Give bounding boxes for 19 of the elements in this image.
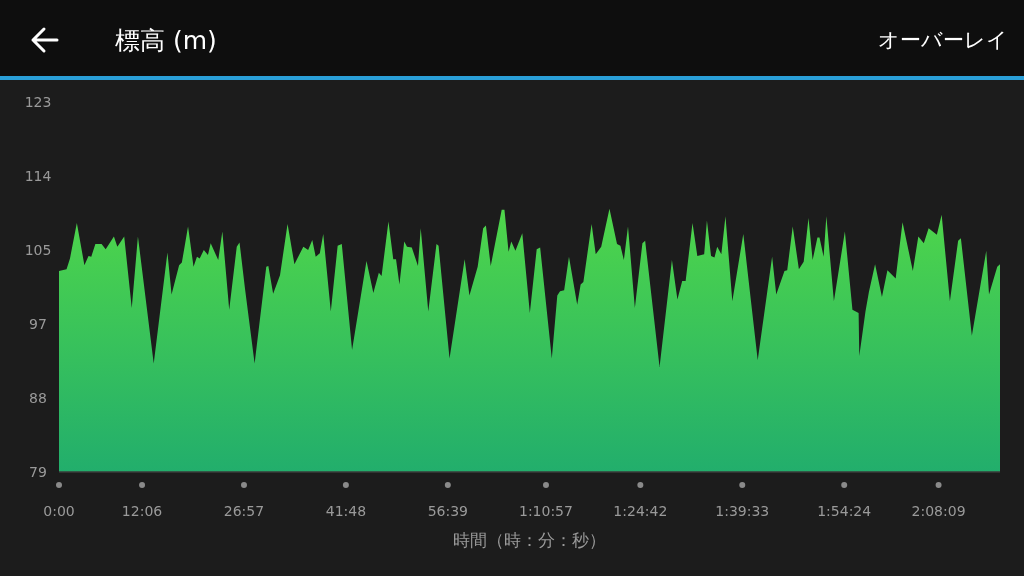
x-tick-label: 1:39:33 — [715, 503, 770, 519]
x-tick-label: 2:08:09 — [911, 503, 966, 519]
y-tick-label: 97 — [29, 316, 47, 332]
x-tick-label: 1:54:24 — [817, 503, 872, 519]
y-tick-label: 88 — [29, 390, 47, 406]
x-tick-label: 1:10:57 — [518, 503, 573, 519]
chart-title: 標高 (m) — [115, 26, 217, 55]
text: オーバーレイ — [878, 28, 1008, 52]
x-tick-label: 26:57 — [223, 503, 265, 519]
x-tick-label: 1:24:42 — [613, 503, 668, 519]
y-tick-label: 79 — [29, 464, 47, 480]
x-tick-label: 12:06 — [121, 503, 163, 519]
x-tick-label: 0:00 — [43, 503, 75, 519]
y-tick-label: 114 — [24, 168, 52, 184]
x-tick-label: 41:48 — [325, 503, 367, 519]
y-tick-label: 123 — [24, 94, 52, 110]
y-tick-label: 105 — [24, 242, 52, 258]
x-tick-label: 56:39 — [427, 503, 468, 519]
x-axis-title: 時間（時：分：秒） — [453, 530, 606, 550]
